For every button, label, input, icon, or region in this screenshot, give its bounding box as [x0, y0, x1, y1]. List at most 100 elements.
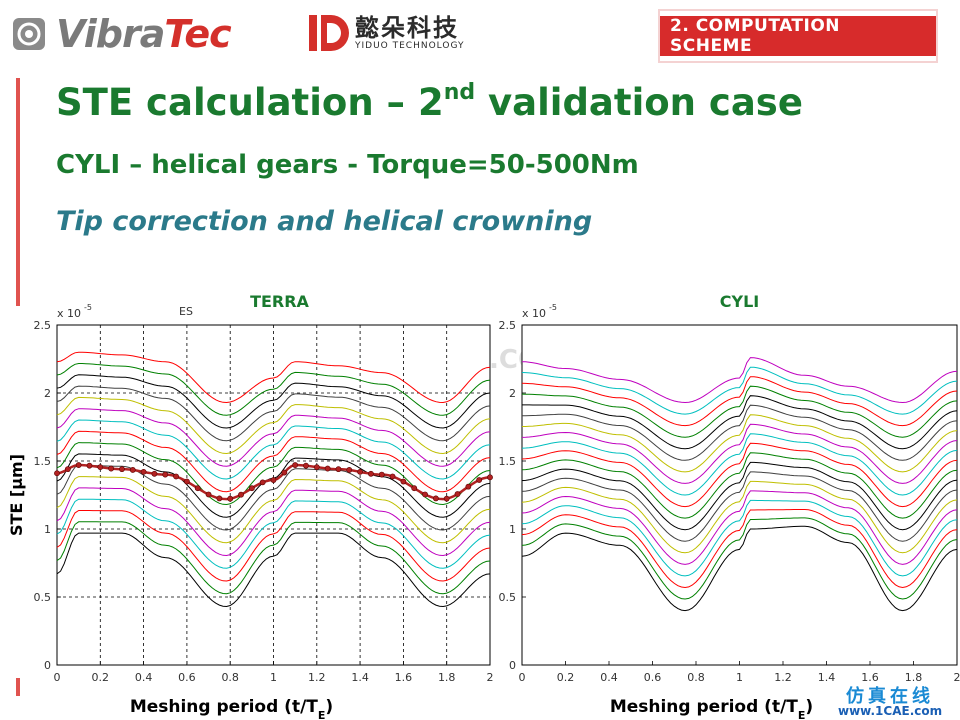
- highlight-point: [487, 474, 493, 481]
- series-line: [56, 396, 491, 455]
- highlight-point: [324, 465, 331, 472]
- x-axis-label-sub: E: [318, 709, 326, 720]
- series-line: [521, 423, 958, 484]
- y-tick-label: 1.5: [34, 455, 52, 468]
- highlight-point: [378, 471, 385, 478]
- series-line: [56, 385, 491, 442]
- x-tick-label: 1.4: [351, 671, 369, 684]
- exponent-power: -5: [84, 303, 92, 312]
- x-axis-label: Meshing period (t/TE): [610, 697, 813, 720]
- y-tick-label: 0.5: [499, 591, 517, 604]
- plot-area: [521, 324, 958, 666]
- highlight-point: [194, 485, 201, 492]
- highlight-point: [270, 477, 277, 483]
- highlight-point: [443, 495, 450, 502]
- highlight-point: [335, 466, 342, 473]
- vibratec-logo-text: VibraTec: [56, 12, 232, 56]
- series-line: [521, 433, 958, 496]
- highlight-point: [389, 473, 396, 480]
- series-line: [521, 499, 958, 577]
- y-axis-label: STE [µm]: [7, 454, 26, 536]
- yiduo-logo: 懿朵科技 YIDUO TECHNOLOGY: [305, 8, 464, 58]
- highlight-point: [454, 491, 461, 497]
- x-tick-label: 1.8: [438, 671, 456, 684]
- series-line: [521, 366, 958, 415]
- highlight-point: [368, 470, 374, 477]
- section-badge-label: 2. COMPUTATION SCHEME: [658, 9, 938, 63]
- x-tick-label: 0.4: [135, 671, 153, 684]
- vibratec-logo-icon: [13, 18, 45, 50]
- highlight-point: [259, 479, 266, 486]
- y-tick-label: 0: [44, 659, 51, 672]
- y-tick-label: 2: [509, 387, 516, 400]
- highlight-point: [313, 464, 320, 471]
- highlight-point: [400, 478, 407, 485]
- y-tick-label: 1: [44, 523, 51, 536]
- x-axis-label-sub: E: [798, 709, 806, 720]
- series-line: [521, 517, 958, 600]
- slide-subtitle-italic: Tip correction and helical crowning: [56, 206, 593, 237]
- exponent-power: -5: [549, 303, 557, 312]
- series-line: [521, 385, 958, 438]
- y-tick-label: 1.5: [499, 455, 517, 468]
- x-tick-label: 1.4: [818, 671, 836, 684]
- series-line: [521, 376, 958, 427]
- x-axis-label: Meshing period (t/TE): [130, 697, 333, 720]
- x-tick-label: 1.6: [861, 671, 879, 684]
- highlight-point: [411, 485, 418, 492]
- highlight-point: [248, 485, 255, 492]
- series-line: [521, 480, 958, 554]
- x-tick-label: 1: [736, 671, 743, 684]
- x-axis-label-end: ): [805, 697, 813, 717]
- highlight-point: [281, 469, 288, 476]
- highlight-point: [183, 478, 190, 485]
- chart-terra: 0 0.2 0.4 0.6 0.8 1 1.2 1.4 1.6 1.8 2 0 0.5 1 1.5 2 2.5 x…: [7, 292, 494, 720]
- highlight-point: [346, 467, 353, 473]
- yiduo-logo-icon: [309, 15, 349, 51]
- highlight-point: [216, 495, 223, 502]
- highlight-point: [227, 495, 234, 502]
- highlight-point: [173, 473, 179, 480]
- series-line: [56, 419, 491, 480]
- series-line: [521, 452, 958, 519]
- x-tick-label: 0.6: [178, 671, 196, 684]
- highlight-point: [303, 462, 309, 469]
- x-tick-label: 0: [54, 671, 61, 684]
- series-line: [522, 404, 958, 461]
- highlight-point: [151, 470, 158, 477]
- series-line: [56, 374, 491, 429]
- watermark-url: www.1CAE.com: [838, 704, 943, 718]
- series-line: [521, 442, 958, 508]
- slide-title: STE calculation – 2nd validation case: [56, 80, 803, 124]
- highlight-point: [54, 470, 60, 477]
- series-line: [56, 521, 491, 595]
- x-tick-label: 0.2: [92, 671, 110, 684]
- y-tick-label: 0: [509, 659, 516, 672]
- series-line: [521, 525, 958, 612]
- x-tick-label: 1: [270, 671, 277, 684]
- series-line: [56, 532, 491, 608]
- series-line: [56, 351, 491, 404]
- series-line: [521, 490, 958, 565]
- series-line: [56, 476, 491, 544]
- accent-bar-bottom: [16, 678, 20, 696]
- chart-title: TERRA: [250, 292, 309, 311]
- x-tick-label: 0: [519, 671, 526, 684]
- x-tick-label: 0.2: [557, 671, 575, 684]
- highlight-point: [162, 471, 169, 478]
- x-tick-label: 1.2: [308, 671, 326, 684]
- highlight-point: [97, 464, 104, 471]
- yiduo-logo-cn: 懿朵科技: [355, 14, 459, 42]
- highlight-point: [205, 491, 212, 498]
- highlight-point: [476, 477, 483, 483]
- highlight-point: [292, 462, 299, 468]
- series-line: [56, 487, 491, 557]
- series-line: [522, 414, 958, 473]
- watermark-cn: 仿真在线: [846, 686, 934, 707]
- x-tick-label: 0.4: [600, 671, 618, 684]
- x-axis-label-end: ): [325, 697, 333, 717]
- y-tick-label: 0.5: [34, 591, 52, 604]
- accent-bar: [16, 78, 20, 306]
- series-line: [521, 461, 958, 531]
